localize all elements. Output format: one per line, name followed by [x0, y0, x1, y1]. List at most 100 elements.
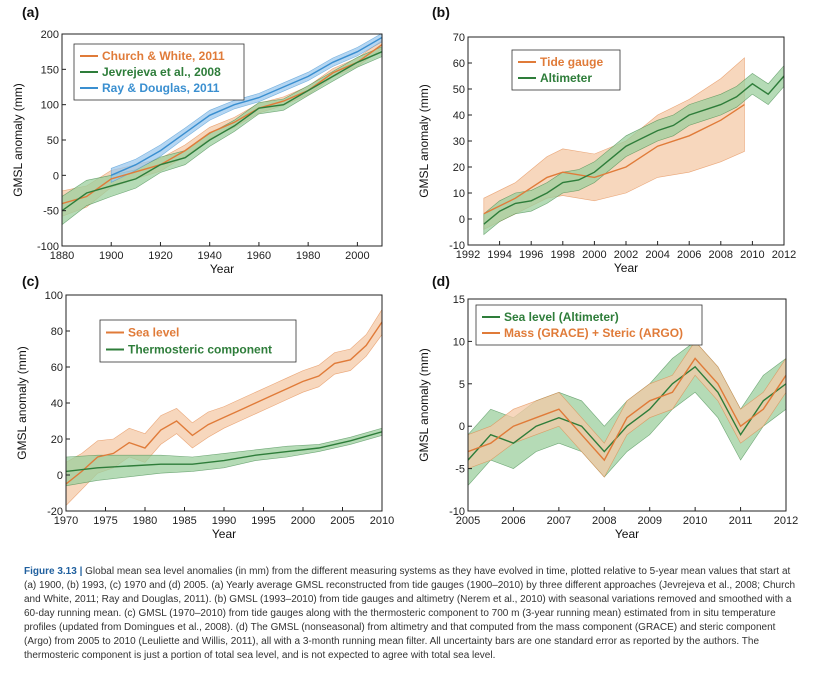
x-tick-label: 2008	[709, 249, 733, 261]
x-tick-label: 1992	[456, 249, 480, 261]
x-tick-label: 1980	[133, 515, 157, 527]
x-tick-label: 1900	[99, 250, 123, 262]
legend-label: Church & White, 2011	[102, 49, 225, 63]
x-tick-label: 2005	[456, 515, 480, 527]
y-axis-label: GMSL anomaly (mm)	[417, 84, 431, 198]
figure-caption: Figure 3.13 | Global mean sea level anom…	[24, 565, 796, 663]
y-tick-label: 0	[459, 214, 465, 226]
y-tick-label: 40	[453, 110, 465, 122]
series-line	[66, 431, 382, 473]
plot-area	[62, 34, 382, 226]
x-tick-label: 1920	[148, 250, 172, 262]
legend-box	[475, 304, 703, 346]
x-tick-label: 1990	[212, 515, 236, 527]
x-axis-label: Year	[615, 527, 639, 541]
x-tick-label: 2009	[637, 515, 661, 527]
y-tick-label: 60	[51, 362, 63, 374]
y-axis-label: GMSL anomaly (mm)	[417, 348, 431, 462]
x-tick-label: 2000	[345, 250, 369, 262]
x-tick-label: 2008	[592, 515, 616, 527]
x-tick-label: 1998	[551, 249, 575, 261]
y-tick-label: -10	[449, 240, 465, 252]
y-tick-label: 20	[51, 434, 63, 446]
x-tick-label: 1985	[172, 515, 196, 527]
x-tick-label: 2012	[772, 249, 796, 261]
y-tick-label: 15	[453, 294, 465, 306]
y-tick-label: 200	[41, 29, 59, 41]
x-tick-label: 2006	[501, 515, 525, 527]
y-axis-label: GMSL anomaly (mm)	[11, 83, 25, 197]
legend-label: Altimeter	[540, 71, 592, 85]
x-tick-label: 1960	[247, 250, 271, 262]
legend: Sea level (Altimeter) Mass (GRACE) + Ster…	[475, 304, 703, 346]
legend-label: Tide gauge	[540, 55, 603, 69]
legend-label: Sea level	[128, 326, 179, 340]
panel-label: (d)	[432, 273, 450, 289]
x-tick-label: 1996	[519, 249, 543, 261]
series-line	[468, 365, 786, 461]
x-tick-label: 2011	[729, 515, 753, 527]
series-line	[110, 36, 382, 176]
x-tick-label: 2002	[614, 249, 638, 261]
panel-d: (d) 2005 2006 2007 2008 2009 2010 2011 2012 -10 -5…	[417, 273, 798, 541]
plot-area	[66, 308, 382, 507]
series-band	[66, 427, 382, 487]
y-axis-label: GMSL anomaly (mm)	[15, 346, 29, 460]
y-tick-label: -20	[47, 506, 63, 518]
series-band	[62, 46, 382, 226]
x-tick-label: 1995	[251, 515, 275, 527]
legend: Sea level Thermosteric component	[99, 319, 297, 363]
x-tick-label: 2010	[740, 249, 764, 261]
x-tick-label: 1980	[296, 250, 320, 262]
legend-label: Ray & Douglas, 2011	[102, 81, 220, 95]
x-tick-label: 1975	[93, 515, 117, 527]
x-tick-label: 2012	[774, 515, 798, 527]
panel-c: (c) 1970 1975 1980 1985 1990 1995 2000 2005 2010 -…	[15, 273, 394, 541]
y-tick-label: 80	[51, 326, 63, 338]
x-tick-label: 1880	[50, 250, 74, 262]
x-tick-label: 1994	[487, 249, 511, 261]
legend: Tide gauge Altimeter	[511, 49, 621, 91]
figure-panels: (a)1880 1900 1920 1940 1960 1980 2000-100-5005…	[11, 4, 798, 541]
x-tick-label: 1970	[54, 515, 78, 527]
y-tick-label: 50	[453, 84, 465, 96]
y-tick-label: 150	[41, 64, 59, 76]
y-tick-label: 70	[453, 32, 465, 44]
series-band	[110, 34, 382, 183]
plot-area	[468, 340, 786, 487]
y-tick-label: 5	[459, 379, 465, 391]
panel-label: (a)	[22, 4, 39, 20]
y-tick-label: 20	[453, 162, 465, 174]
y-tick-label: 100	[41, 100, 59, 112]
series-line	[62, 44, 382, 205]
caption-label: Figure 3.13 |	[24, 566, 83, 577]
y-tick-label: 100	[45, 290, 63, 302]
y-tick-label: 50	[47, 135, 59, 147]
y-tick-label: 0	[57, 470, 63, 482]
y-tick-label: 10	[453, 188, 465, 200]
caption-text: Global mean sea level anomalies (in mm) …	[24, 566, 796, 661]
series-line	[468, 357, 786, 462]
x-tick-label: 2000	[582, 249, 606, 261]
y-tick-label: -50	[43, 206, 59, 218]
panel-b: (b) 1992 1994 1996 1998 2000 2002 2004 2006 2008 2…	[417, 4, 796, 275]
x-tick-label: 2007	[547, 515, 571, 527]
y-tick-label: -5	[455, 464, 465, 476]
legend-box	[73, 43, 245, 101]
x-tick-label: 1940	[197, 250, 221, 262]
x-tick-label: 2010	[683, 515, 707, 527]
panel-label: (b)	[432, 4, 450, 20]
legend-label: Thermosteric component	[128, 343, 272, 357]
series-line	[62, 51, 382, 212]
x-tick-label: 2000	[291, 515, 315, 527]
panel-label: (c)	[22, 273, 39, 289]
legend: Church & White, 2011 Jevrejeva et al., 20…	[73, 43, 245, 101]
x-tick-label: 2005	[330, 515, 354, 527]
y-tick-label: -100	[37, 241, 59, 253]
x-tick-label: 2010	[370, 515, 394, 527]
y-tick-label: 0	[459, 421, 465, 433]
y-tick-label: -10	[449, 506, 465, 518]
panel-a: (a) 1880 1900 1920 1940 1960 1980 2000 -100 -50 0 5…	[11, 4, 383, 276]
series-line	[483, 104, 745, 215]
legend-box	[511, 49, 621, 91]
